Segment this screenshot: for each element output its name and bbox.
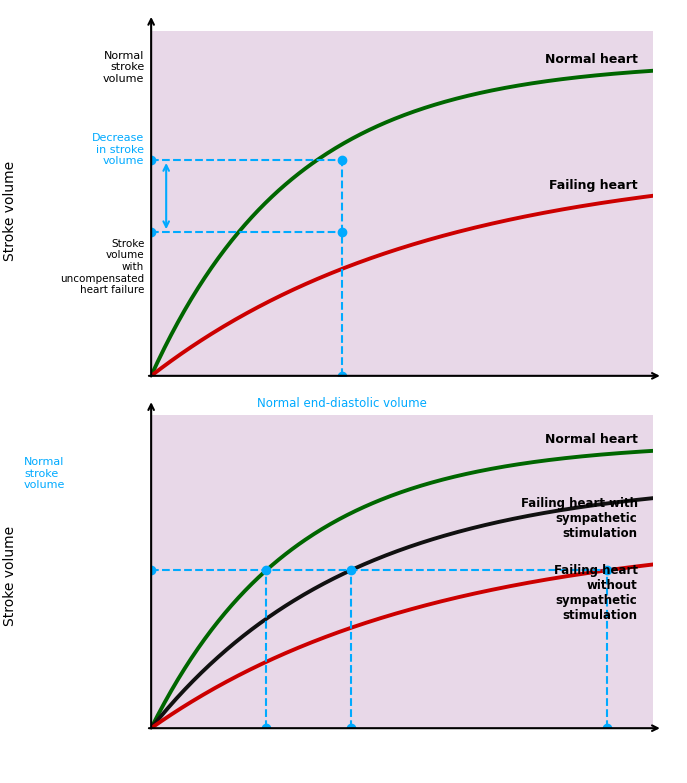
Text: Normal
stroke
volume: Normal stroke volume	[103, 51, 144, 84]
Text: Normal heart: Normal heart	[545, 52, 638, 66]
Text: Failing heart
without
sympathetic
stimulation: Failing heart without sympathetic stimul…	[554, 564, 638, 622]
Text: Normal end-diastolic volume: Normal end-diastolic volume	[257, 397, 427, 410]
Text: Decrease
in stroke
volume: Decrease in stroke volume	[92, 133, 144, 166]
Text: Normal
stroke
volume: Normal stroke volume	[24, 457, 65, 490]
Text: Stroke volume: Stroke volume	[3, 525, 17, 626]
Text: End-diastolic volume: End-diastolic volume	[330, 420, 474, 435]
Text: Failing heart: Failing heart	[549, 179, 638, 192]
Text: (a): (a)	[390, 438, 414, 453]
Text: Normal
end-diastolic
volume: Normal end-diastolic volume	[0, 782, 1, 783]
Text: Stroke
volume
with
uncompensated
heart failure: Stroke volume with uncompensated heart f…	[60, 239, 144, 295]
Text: Stroke volume: Stroke volume	[3, 161, 17, 262]
Text: Normal heart: Normal heart	[545, 433, 638, 446]
Text: Failing heart with
sympathetic
stimulation: Failing heart with sympathetic stimulati…	[521, 497, 638, 540]
